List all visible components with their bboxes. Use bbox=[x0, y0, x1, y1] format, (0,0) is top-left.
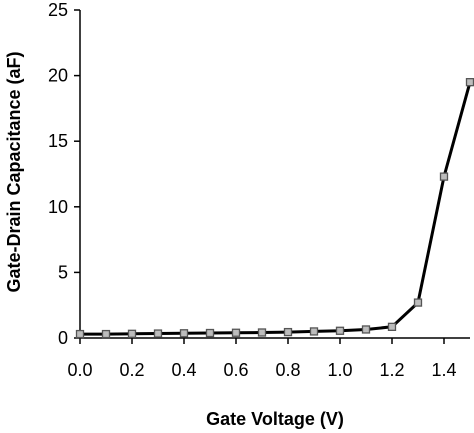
data-point bbox=[439, 172, 449, 181]
x-tick-label: 1.4 bbox=[431, 360, 456, 380]
y-axis-title: Gate-Drain Capacitance (aF) bbox=[4, 51, 24, 292]
y-tick-label: 15 bbox=[48, 131, 68, 151]
x-tick-label: 1.0 bbox=[327, 360, 352, 380]
data-point bbox=[127, 329, 137, 338]
x-tick-label: 1.2 bbox=[379, 360, 404, 380]
data-point bbox=[257, 328, 267, 337]
y-tick-label: 20 bbox=[48, 66, 68, 86]
y-tick-label: 5 bbox=[58, 262, 68, 282]
data-point bbox=[361, 325, 371, 334]
x-ticks: 0.0 0.2 0.4 0.6 0.8 1.0 1.2 1.4 bbox=[67, 338, 457, 380]
y-ticks: 0 5 10 15 20 25 bbox=[48, 0, 80, 348]
x-tick-label: 0.4 bbox=[171, 360, 196, 380]
x-tick-label: 0.0 bbox=[67, 360, 92, 380]
data-point bbox=[231, 328, 241, 337]
x-tick-label: 0.8 bbox=[275, 360, 300, 380]
data-point bbox=[465, 78, 474, 87]
data-point bbox=[75, 329, 85, 339]
series-markers bbox=[75, 78, 474, 339]
data-point bbox=[283, 327, 293, 337]
data-point bbox=[205, 328, 215, 338]
data-point bbox=[179, 329, 189, 338]
data-point bbox=[413, 298, 423, 307]
x-tick-label: 0.6 bbox=[223, 360, 248, 380]
y-tick-label: 25 bbox=[48, 0, 68, 20]
y-tick-label: 0 bbox=[58, 328, 68, 348]
data-point bbox=[335, 326, 345, 335]
x-tick-label: 0.2 bbox=[119, 360, 144, 380]
data-point bbox=[309, 327, 319, 336]
y-tick-label: 10 bbox=[48, 197, 68, 217]
data-point bbox=[101, 329, 111, 339]
data-point bbox=[153, 329, 163, 338]
series-line bbox=[80, 81, 472, 336]
data-point bbox=[387, 322, 397, 331]
x-axis-title: Gate Voltage (V) bbox=[206, 409, 344, 429]
